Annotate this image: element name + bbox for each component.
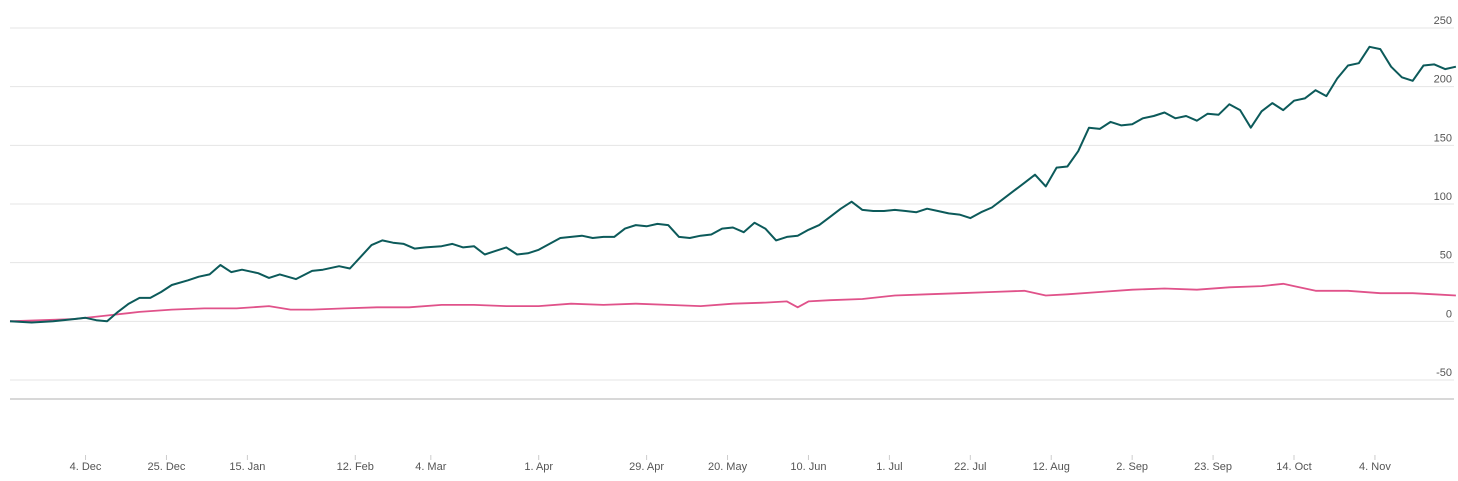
y-tick-label: 100 xyxy=(1434,191,1452,203)
series-line-secondary xyxy=(9,282,1456,323)
x-tick-label: 1. Apr xyxy=(524,461,553,473)
series-lines xyxy=(9,45,1457,324)
x-tick-label: 29. Apr xyxy=(629,461,664,473)
x-tick-label: 23. Sep xyxy=(1194,461,1232,473)
series-line-primary xyxy=(9,45,1457,324)
x-tick-label: 15. Jan xyxy=(229,461,265,473)
x-tick-label: 12. Feb xyxy=(337,461,374,473)
y-tick-label: 50 xyxy=(1440,250,1452,262)
y-tick-label: 0 xyxy=(1446,308,1452,320)
x-tick-label: 14. Oct xyxy=(1276,461,1311,473)
grid-lines xyxy=(10,27,1454,400)
x-tick-label: 4. Nov xyxy=(1359,461,1391,473)
y-tick-label: 250 xyxy=(1434,15,1452,27)
x-tick-label: 1. Jul xyxy=(876,461,902,473)
x-tick-label: 10. Jun xyxy=(790,461,826,473)
y-tick-label: -50 xyxy=(1436,367,1452,379)
x-tick-label: 2. Sep xyxy=(1116,461,1148,473)
x-tick-label: 25. Dec xyxy=(147,461,185,473)
x-tick-label: 12. Aug xyxy=(1033,461,1070,473)
x-axis-ticks: 4. Dec 25. Dec 15. Jan 12. Feb 4. Mar 1. Apr 2… xyxy=(70,455,1391,473)
y-tick-label: 200 xyxy=(1434,74,1452,86)
y-axis-ticks: 250 200 150 100 50 0 -50 xyxy=(1434,15,1452,379)
x-tick-label: 22. Jul xyxy=(954,461,986,473)
x-tick-label: 4. Dec xyxy=(70,461,102,473)
y-tick-label: 150 xyxy=(1434,132,1452,144)
x-tick-label: 20. May xyxy=(708,461,748,473)
x-tick-label: 4. Mar xyxy=(415,461,447,473)
